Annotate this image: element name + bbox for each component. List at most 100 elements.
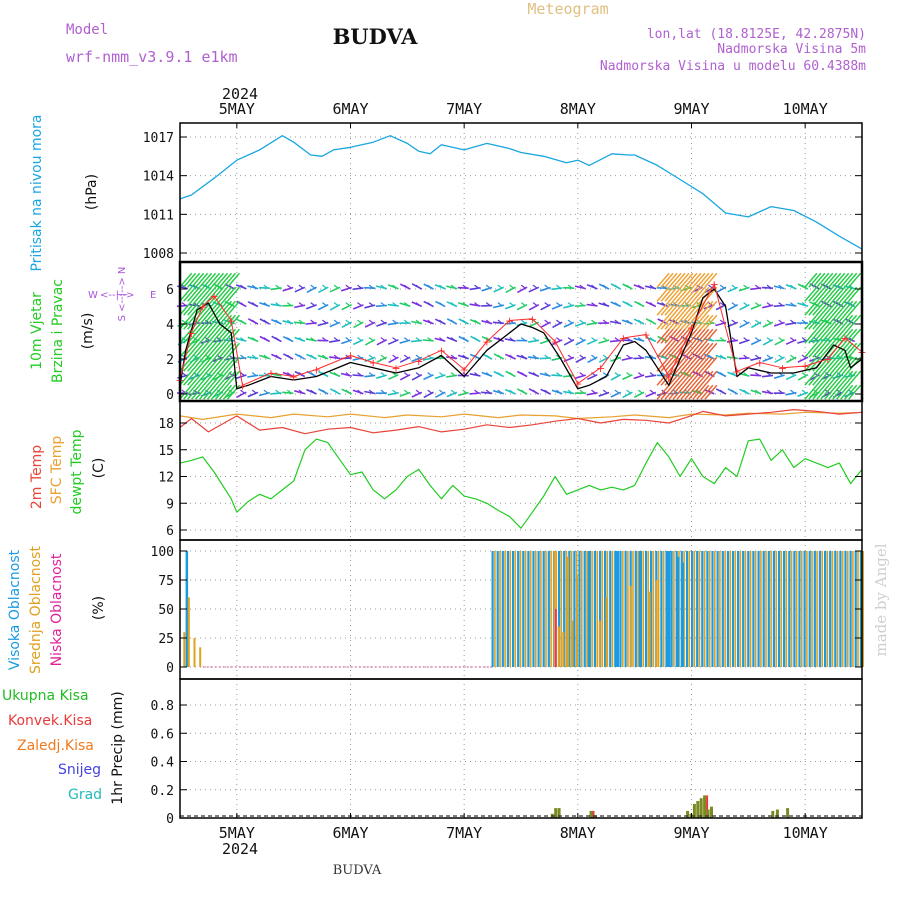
wind-gust-arrow xyxy=(812,342,826,358)
wind-arrow-head xyxy=(790,319,795,324)
gust-marker: + xyxy=(596,362,605,375)
cloud-bar xyxy=(540,551,542,667)
wind-arrow xyxy=(340,372,352,377)
precip-total-bar xyxy=(699,798,703,818)
wind-gust-arrow xyxy=(191,356,205,372)
wind-arrow xyxy=(575,356,586,363)
wind-arrow xyxy=(422,356,434,361)
panel-ylabels: Pritisak na nivou mora (hPa) 10m Vjetar Brz… xyxy=(2,114,156,804)
wind-arrow xyxy=(422,319,434,325)
wind-arrow xyxy=(644,374,657,378)
wind-gust-arrow xyxy=(840,370,854,386)
wind-arrow xyxy=(376,338,388,346)
wind-gust-arrow xyxy=(660,384,674,400)
wind-gust-arrow xyxy=(187,342,201,358)
wind-gust-arrow xyxy=(199,328,213,344)
cloud-bar xyxy=(558,551,561,667)
wind-arrow xyxy=(586,284,598,290)
wind-arrow xyxy=(329,303,341,311)
wind-arrow xyxy=(551,389,563,395)
wind-arrow xyxy=(598,356,610,363)
wind-gust-arrow xyxy=(704,384,718,400)
wind-arrow xyxy=(294,286,306,293)
wind-arrow xyxy=(750,374,762,377)
wind-arrow xyxy=(563,390,575,395)
wind-gust-arrow xyxy=(848,328,862,344)
y-tick-label: 50 xyxy=(158,603,174,618)
wind-arrow-head xyxy=(532,354,538,359)
wind-arrow-head xyxy=(427,284,433,289)
wind-arrow-head xyxy=(743,337,748,342)
wind-gust-arrow xyxy=(187,300,201,316)
wind-arrow-head xyxy=(790,354,795,359)
wind-gust-arrow xyxy=(179,328,193,344)
wind-gust-arrow xyxy=(824,314,838,330)
wind-arrow xyxy=(750,356,762,361)
wind-arrow-head xyxy=(579,389,585,394)
cloud-bar xyxy=(527,551,530,667)
cloud-bar xyxy=(742,551,745,667)
cloud-bar xyxy=(760,551,762,667)
wind-arrow xyxy=(504,388,516,395)
wind-arrow xyxy=(504,338,516,342)
wind-arrow-head xyxy=(345,284,351,289)
cloud-bar xyxy=(841,551,844,667)
wind-gust-arrow xyxy=(183,286,197,302)
cloud-bar xyxy=(555,609,557,667)
wind-arrow xyxy=(270,373,282,377)
wind-arrow xyxy=(364,374,376,378)
wind-gust-arrow xyxy=(812,370,826,386)
wind-gust-arrow xyxy=(191,286,205,302)
cloud-bar xyxy=(501,551,504,667)
wind-arrow-head xyxy=(567,284,573,289)
wind-arrow-head xyxy=(778,284,784,289)
wind-arrow xyxy=(774,338,785,346)
wind-arrow xyxy=(493,370,505,378)
wind-gust-arrow xyxy=(696,356,710,372)
wind-arrow-head xyxy=(368,389,374,394)
cloud-bar xyxy=(657,551,660,667)
wind-arrow-head xyxy=(357,354,362,359)
cloud-bar xyxy=(708,551,711,667)
cloud-bar xyxy=(529,551,532,667)
wind-arrow-head xyxy=(532,302,538,307)
wind-arrow xyxy=(247,356,259,360)
wind-gust-arrow xyxy=(668,384,682,400)
wind-arrow-head xyxy=(591,354,596,359)
gust-marker: + xyxy=(437,344,446,357)
y-tick-label: 0.6 xyxy=(151,727,174,742)
wind-arrow xyxy=(633,318,645,325)
wind-gust-arrow xyxy=(820,370,834,386)
cloud-bar xyxy=(829,551,832,667)
wind-arrow-head xyxy=(357,389,362,394)
wind-arrow-head xyxy=(439,284,444,289)
wind-gust-arrow xyxy=(680,342,694,358)
wind-gust-arrow xyxy=(218,272,232,288)
wind-arrow-head xyxy=(322,389,327,394)
wind-gust-arrow xyxy=(222,370,236,386)
wind-gust-arrow xyxy=(700,370,714,386)
wind-arrow-head xyxy=(778,389,784,394)
wind-arrow-head xyxy=(731,389,737,394)
wind-gust-arrow xyxy=(210,272,225,288)
wind-arrow-head xyxy=(637,337,643,342)
wind-gust-arrow xyxy=(676,328,690,344)
wind-gust-arrow xyxy=(700,328,714,344)
wind-arrow xyxy=(457,302,469,307)
wind-arrow xyxy=(294,336,306,343)
wind-arrow-head xyxy=(298,319,304,324)
wind-gust-arrow xyxy=(696,342,710,358)
wind-arrow xyxy=(247,336,259,343)
wind-arrow xyxy=(668,287,680,291)
gust-marker: + xyxy=(289,371,298,384)
ylabel-temp-sfc: SFC Temp xyxy=(49,436,65,505)
wind-arrow xyxy=(773,285,785,290)
wind-arrow xyxy=(446,336,458,343)
wind-arrow-head xyxy=(520,372,526,377)
cloud-bar xyxy=(849,551,852,667)
cloud-bar xyxy=(634,551,637,667)
wind-arrow-head xyxy=(368,319,374,324)
wind-gust-arrow xyxy=(700,272,714,288)
wind-arrow xyxy=(844,336,856,343)
wind-gust-arrow xyxy=(676,314,690,330)
